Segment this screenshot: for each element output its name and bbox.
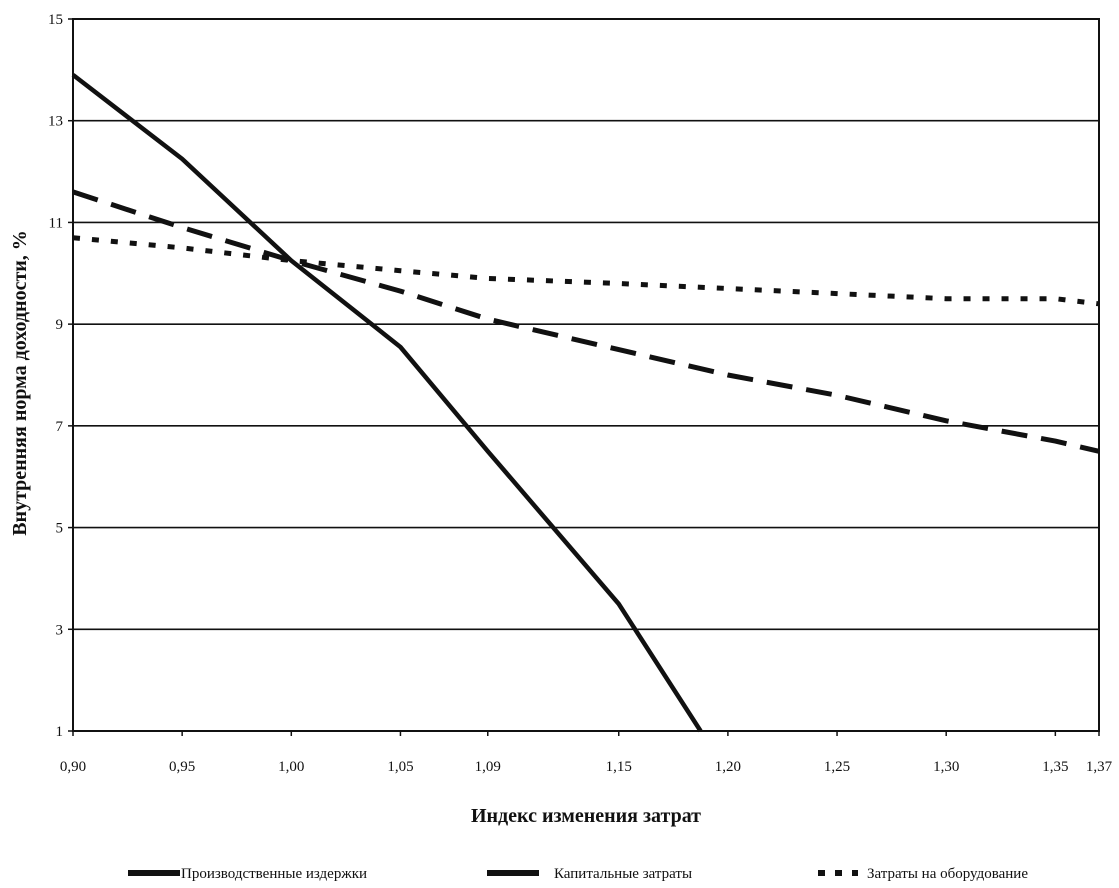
x-tick-label: 0,90 [60,759,86,775]
x-tick-label: 1,15 [606,759,632,775]
legend-label-capital: Капитальные затраты [554,866,692,882]
series-layer [71,73,1100,733]
x-tick-label: 0,95 [169,759,195,775]
x-tick-label: 1,20 [715,759,741,775]
grid-layer [73,18,1099,732]
y-tick-label: 9 [56,317,64,333]
legend-label-production: Производственные издержки [181,866,367,882]
y-tick-label: 3 [56,622,64,638]
x-tick-label: 1,35 [1042,759,1068,775]
x-tick-label: 1,09 [475,759,501,775]
y-tick-label: 1 [56,724,64,740]
x-tick-label: 1,37 [1086,759,1113,775]
y-tick-label: 7 [56,419,64,435]
x-axis-title: Индекс изменения затрат [471,805,701,827]
x-tick-label: 1,25 [824,759,850,775]
legend-label-equipment: Затраты на оборудование [867,866,1028,882]
x-tick-label: 1,05 [387,759,413,775]
y-tick-label: 13 [48,114,63,130]
legend: Производственные издержки Капитальные за… [128,866,1028,882]
series-line-capital [72,189,1100,454]
y-tick-label: 11 [49,215,63,231]
y-tick-label: 5 [56,521,64,537]
y-tick-label: 15 [48,12,63,28]
x-tick-label: 1,00 [278,759,304,775]
series-line-equipment [72,235,1100,307]
series-line-production [71,73,703,733]
plot-frame [72,18,1100,732]
x-tick-label: 1,30 [933,759,959,775]
y-axis-title: Внутренняя норма доходности, % [9,230,31,536]
